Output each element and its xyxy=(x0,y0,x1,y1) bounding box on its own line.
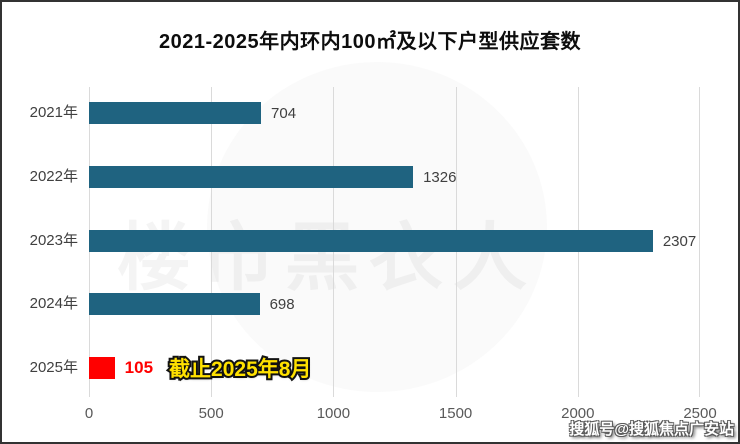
bar xyxy=(89,230,653,252)
chart-title: 2021-2025年内环内100㎡及以下户型供应套数 xyxy=(158,31,581,53)
bar-highlighted xyxy=(89,357,115,379)
gridline xyxy=(699,87,700,397)
x-tick-label: 1500 xyxy=(438,405,473,422)
bar xyxy=(89,102,262,124)
x-tick-label: 1000 xyxy=(316,405,351,422)
value-label: 698 xyxy=(269,295,295,313)
bar xyxy=(89,166,414,188)
x-tick-label: 2500 xyxy=(683,405,717,422)
bar-row: 2307 xyxy=(89,230,696,252)
bar-row: 698 xyxy=(89,293,295,315)
bar-row: 704 xyxy=(89,102,296,124)
category-label: 2025年 xyxy=(29,359,78,376)
x-tick-label: 2000 xyxy=(561,405,595,422)
category-label: 2024年 xyxy=(29,295,78,312)
bar xyxy=(89,293,260,315)
value-label: 105 xyxy=(124,358,154,377)
category-label: 2023年 xyxy=(29,232,78,249)
category-label: 2021年 xyxy=(29,104,78,121)
watermark-sohu-text: 搜狐号@搜狐焦点广安站 xyxy=(569,421,734,438)
category-label: 2022年 xyxy=(29,168,78,185)
x-tick-label: 500 xyxy=(198,405,224,422)
x-tick-label: 0 xyxy=(84,405,94,422)
bar-row: 1326 xyxy=(89,166,456,188)
annotation-badge: 截止2025年8月 xyxy=(167,356,313,383)
value-label: 2307 xyxy=(662,232,697,250)
value-label: 704 xyxy=(271,104,297,122)
plot-area: 0 500 1000 1500 2000 2500 704 1326 2307 698 105 截止2… xyxy=(85,87,717,422)
value-label: 1326 xyxy=(423,168,457,186)
bar-row: 105 截止2025年8月 xyxy=(89,356,313,383)
